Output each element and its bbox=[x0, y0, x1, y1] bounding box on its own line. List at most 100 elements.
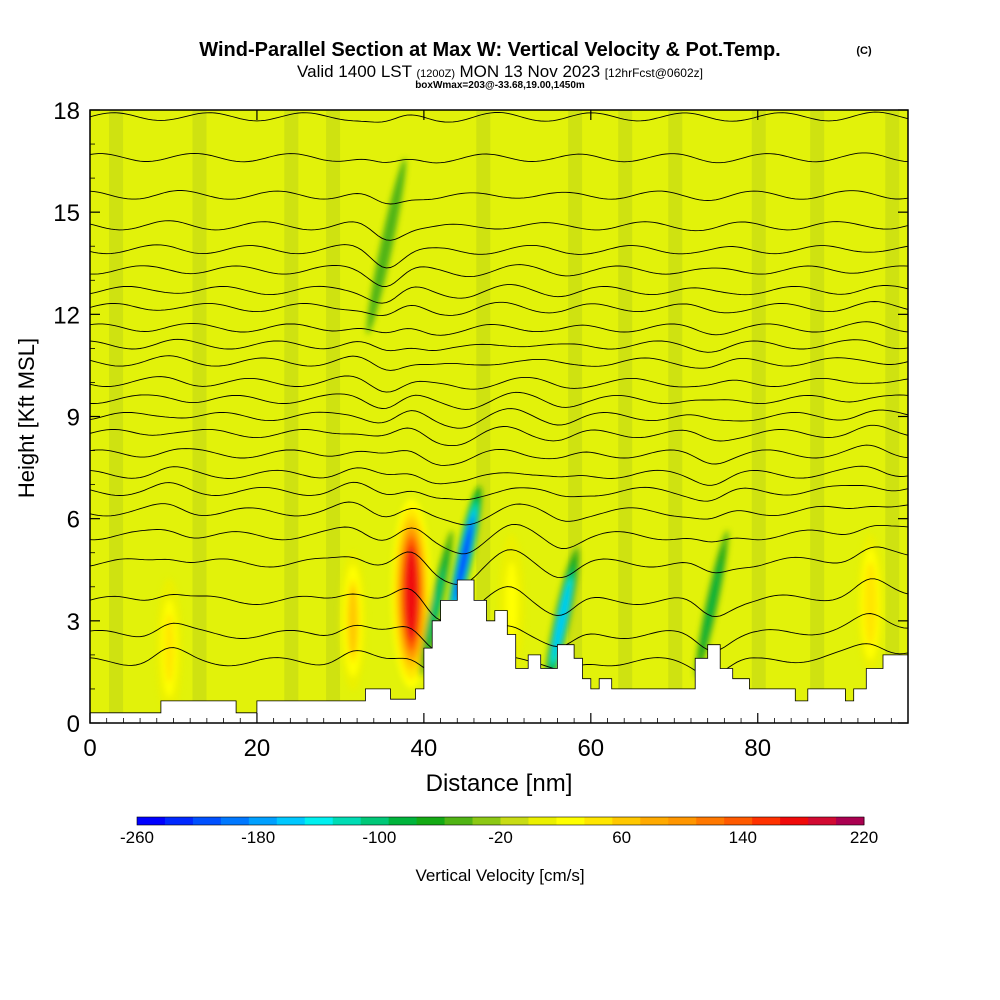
colorbar-tick-label: -20 bbox=[488, 828, 513, 847]
y-tick-label: 3 bbox=[67, 609, 80, 636]
colorbar-tick-label: 220 bbox=[850, 828, 878, 847]
velocity-stripe bbox=[476, 110, 491, 723]
theta-contour bbox=[90, 375, 908, 393]
colorbar-ticks: -260 -180 -100 -20 60 140 220 bbox=[120, 828, 878, 847]
y-axis: 0 3 6 9 12 15 18 bbox=[53, 98, 908, 738]
colorbar bbox=[136, 816, 865, 826]
colorbar-tick-label: -100 bbox=[362, 828, 396, 847]
x-tick-label: 80 bbox=[744, 735, 771, 762]
theta-contour bbox=[90, 444, 908, 466]
colorbar-swatch bbox=[472, 817, 501, 825]
plot-area bbox=[90, 110, 908, 723]
subtitle-valid: Valid 1400 LST bbox=[297, 62, 412, 81]
theta-contour bbox=[90, 501, 908, 526]
colorbar-tick-label: -260 bbox=[120, 828, 154, 847]
velocity-feature bbox=[376, 202, 396, 291]
theta-contour bbox=[90, 338, 908, 353]
velocity-stripe bbox=[751, 110, 766, 723]
colorbar-swatch bbox=[808, 817, 837, 825]
theta-contour bbox=[90, 220, 908, 241]
chart-title-mark: (C) bbox=[856, 45, 872, 57]
velocity-feature bbox=[348, 585, 358, 656]
theta-contour bbox=[90, 424, 908, 447]
x-tick-label: 60 bbox=[577, 735, 604, 762]
velocity-feature bbox=[553, 584, 570, 658]
colorbar-swatch bbox=[724, 817, 753, 825]
theta-contour bbox=[90, 284, 908, 304]
y-tick-label: 15 bbox=[53, 200, 80, 227]
theta-contour bbox=[90, 190, 908, 205]
y-tick-label: 0 bbox=[67, 711, 80, 738]
colorbar-swatch bbox=[780, 817, 809, 825]
colorbar-swatch bbox=[192, 817, 222, 825]
velocity-stripe bbox=[192, 110, 207, 723]
colorbar-swatch bbox=[304, 817, 334, 825]
x-axis: 0 20 40 60 80 bbox=[83, 110, 909, 762]
theta-contour bbox=[90, 391, 908, 410]
colorbar-swatch bbox=[220, 817, 250, 825]
x-axis-label: Distance [nm] bbox=[426, 770, 573, 797]
velocity-feature bbox=[404, 546, 419, 642]
velocity-stripe bbox=[326, 110, 341, 723]
velocity-stripe bbox=[618, 110, 633, 723]
colorbar-swatch bbox=[696, 817, 725, 825]
subtitle-fcst: [12hrFcst@0602z] bbox=[605, 66, 703, 80]
x-tick-label: 0 bbox=[83, 735, 96, 762]
theta-contour bbox=[90, 244, 908, 269]
theta-contour bbox=[90, 152, 908, 164]
subtitle-utc: (1200Z) bbox=[416, 68, 455, 80]
colorbar-swatch bbox=[332, 817, 362, 825]
velocity-feature bbox=[865, 568, 875, 639]
colorbar-tick-label: -180 bbox=[241, 828, 275, 847]
theta-contour bbox=[90, 355, 908, 371]
velocity-stripe bbox=[284, 110, 299, 723]
y-tick-label: 6 bbox=[67, 507, 80, 534]
colorbar-swatch bbox=[668, 817, 697, 825]
colorbar-swatch bbox=[416, 817, 446, 825]
subtitle-date: MON 13 Nov 2023 bbox=[459, 62, 600, 81]
theta-contour bbox=[90, 301, 908, 317]
colorbar-swatch bbox=[528, 817, 557, 825]
colorbar-swatch bbox=[444, 817, 474, 825]
y-axis-label: Height [Kft MSL] bbox=[14, 338, 39, 498]
colorbar-swatch bbox=[276, 817, 306, 825]
colorbar-swatch bbox=[500, 817, 529, 825]
terrain bbox=[90, 579, 908, 723]
colorbar-swatch bbox=[640, 817, 669, 825]
subtitle-box: boxWmax=203@-33.68,19.00,1450m bbox=[415, 80, 585, 91]
colorbar-swatch bbox=[137, 817, 166, 825]
colorbar-tick-label: 140 bbox=[729, 828, 757, 847]
colorbar-swatch bbox=[836, 817, 865, 825]
velocity-feature bbox=[455, 522, 473, 597]
colorbar-label: Vertical Velocity [cm/s] bbox=[415, 866, 584, 885]
theta-contour bbox=[90, 523, 908, 555]
x-tick-label: 40 bbox=[411, 735, 438, 762]
theta-contour bbox=[90, 481, 908, 502]
colorbar-swatch bbox=[612, 817, 641, 825]
theta-contours bbox=[90, 111, 908, 677]
colorbar-swatch bbox=[584, 817, 613, 825]
velocity-stripe bbox=[109, 110, 124, 723]
colorbar-tick-label: 60 bbox=[612, 828, 631, 847]
velocity-stripe bbox=[885, 110, 900, 723]
colorbar-swatch bbox=[164, 817, 194, 825]
velocity-stripe bbox=[568, 110, 583, 723]
chart-subtitle: Valid 1400 LST (1200Z) MON 13 Nov 2023 [… bbox=[297, 62, 703, 81]
theta-contour bbox=[90, 321, 908, 336]
chart-title: Wind-Parallel Section at Max W: Vertical… bbox=[199, 39, 780, 61]
y-tick-label: 12 bbox=[53, 302, 80, 329]
velocity-feature bbox=[703, 567, 720, 641]
velocity-feature bbox=[506, 568, 517, 639]
theta-contour bbox=[90, 408, 908, 429]
colorbar-swatch bbox=[388, 817, 418, 825]
colorbar-swatch bbox=[752, 817, 781, 825]
x-tick-label: 20 bbox=[244, 735, 271, 762]
colorbar-swatch bbox=[556, 817, 585, 825]
theta-contour bbox=[90, 465, 908, 486]
colorbar-swatch bbox=[248, 817, 278, 825]
theta-contour bbox=[90, 578, 908, 622]
colorbar-frame bbox=[136, 816, 865, 826]
colorbar-swatch bbox=[360, 817, 390, 825]
